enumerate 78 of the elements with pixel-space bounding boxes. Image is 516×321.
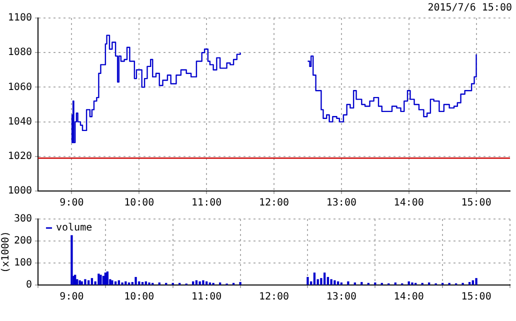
bar bbox=[144, 281, 147, 285]
x-tick-label: 12:00 bbox=[258, 292, 290, 303]
bar bbox=[475, 278, 478, 285]
bar bbox=[334, 280, 336, 285]
bar bbox=[141, 282, 144, 285]
bar bbox=[80, 281, 83, 285]
y-tick-label: 1060 bbox=[8, 82, 32, 93]
bar bbox=[472, 280, 474, 285]
y-tick-label: 1100 bbox=[8, 12, 32, 24]
y-tick-label: 1080 bbox=[8, 47, 32, 58]
x-tick-label: 9:00 bbox=[60, 292, 84, 303]
bar bbox=[326, 276, 330, 285]
y-tick-label: 0 bbox=[26, 280, 32, 291]
bar bbox=[205, 281, 208, 285]
bar bbox=[102, 276, 104, 285]
bar bbox=[90, 278, 94, 285]
bar bbox=[124, 281, 127, 285]
bar bbox=[198, 281, 201, 285]
bar bbox=[306, 276, 309, 285]
bar bbox=[148, 282, 150, 285]
y-tick-label: 1020 bbox=[8, 150, 32, 162]
chart-subtitle: 2015/7/6 15:00 bbox=[428, 2, 512, 14]
bar bbox=[354, 282, 356, 285]
x-tick-label: 13:00 bbox=[326, 198, 356, 209]
bar bbox=[134, 276, 137, 285]
y-tick-label: 100 bbox=[14, 258, 32, 269]
x-tick-label: 14:00 bbox=[394, 292, 424, 303]
bar bbox=[128, 282, 130, 285]
bar bbox=[121, 282, 124, 285]
bar bbox=[114, 281, 117, 285]
bar bbox=[340, 282, 343, 285]
bar bbox=[111, 280, 114, 285]
bar bbox=[347, 281, 350, 285]
y-tick-label: 300 bbox=[14, 214, 32, 225]
bar bbox=[394, 282, 396, 285]
bar bbox=[192, 281, 194, 285]
bar bbox=[76, 279, 78, 285]
x-tick-label: 14:00 bbox=[394, 198, 424, 209]
bar bbox=[330, 279, 332, 285]
bar bbox=[374, 282, 376, 285]
bar bbox=[78, 280, 81, 285]
bar bbox=[428, 282, 430, 285]
bar bbox=[202, 280, 204, 285]
bar bbox=[104, 272, 107, 285]
bar bbox=[239, 282, 242, 285]
bar bbox=[336, 281, 340, 285]
x-tick-label: 10:00 bbox=[124, 198, 154, 209]
bar bbox=[468, 282, 471, 285]
bar bbox=[118, 280, 120, 285]
bar bbox=[98, 274, 100, 285]
x-tick-label: 10:00 bbox=[124, 292, 154, 303]
x-tick-label: 11:00 bbox=[192, 198, 222, 209]
legend-label: volume bbox=[56, 222, 92, 234]
y-tick-label: 1000 bbox=[8, 186, 32, 197]
bar bbox=[138, 281, 140, 285]
bar bbox=[408, 281, 410, 285]
bar bbox=[100, 274, 102, 285]
x-tick-label: 15:00 bbox=[461, 198, 492, 209]
x-tick-label: 15:00 bbox=[461, 292, 492, 303]
y-tick-label: 1040 bbox=[8, 116, 32, 128]
bar bbox=[411, 282, 414, 285]
x-tick-label: 9:00 bbox=[60, 198, 84, 209]
bar bbox=[218, 282, 222, 285]
bar bbox=[106, 271, 109, 285]
x-tick-label: 12:00 bbox=[258, 198, 290, 209]
y-tick-label: 200 bbox=[14, 236, 32, 247]
bar bbox=[84, 279, 86, 285]
x-tick-label: 11:00 bbox=[192, 292, 222, 303]
bar bbox=[87, 280, 90, 285]
bar bbox=[323, 272, 326, 285]
y-axis-title: (x1000) bbox=[0, 230, 12, 274]
bar bbox=[158, 282, 160, 285]
bar bbox=[360, 282, 363, 285]
bar bbox=[195, 280, 198, 285]
bar bbox=[70, 235, 73, 285]
bar bbox=[208, 282, 212, 285]
x-tick-label: 13:00 bbox=[326, 292, 356, 303]
bar bbox=[313, 272, 316, 285]
